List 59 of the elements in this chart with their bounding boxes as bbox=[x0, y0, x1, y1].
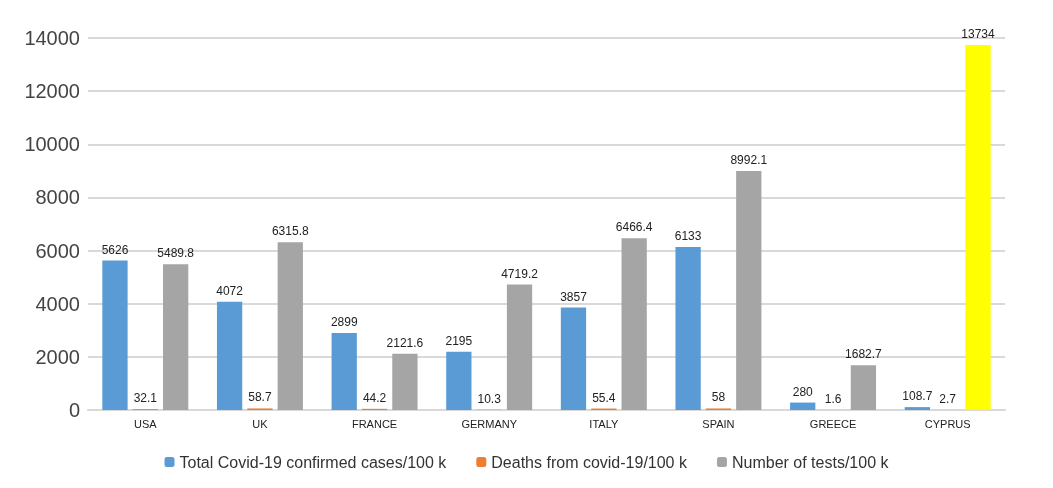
y-tick-label: 10000 bbox=[24, 133, 80, 156]
bar bbox=[621, 238, 647, 410]
data-label: 108.7 bbox=[902, 389, 933, 404]
bar bbox=[675, 247, 701, 410]
data-label: 58.7 bbox=[248, 390, 272, 405]
bar bbox=[506, 284, 533, 410]
x-tick-label: SPAIN bbox=[702, 417, 735, 430]
bar bbox=[560, 307, 587, 410]
bar bbox=[850, 365, 877, 410]
bar bbox=[904, 407, 930, 410]
x-tick-label: CYPRUS bbox=[924, 417, 971, 430]
legend-label: Total Covid-19 confirmed cases/100 k bbox=[179, 453, 448, 471]
data-label: 2195 bbox=[445, 333, 473, 348]
legend-label: Number of tests/100 k bbox=[731, 453, 890, 471]
data-label: 2121.6 bbox=[386, 335, 424, 350]
data-label: 8992.1 bbox=[730, 153, 768, 168]
data-label: 1682.7 bbox=[845, 347, 883, 362]
data-label: 6133 bbox=[674, 229, 702, 244]
x-tick-label: USA bbox=[134, 417, 158, 430]
bar bbox=[102, 260, 128, 410]
data-label: 5626 bbox=[101, 242, 129, 257]
data-label: 13734 bbox=[961, 27, 996, 42]
data-label: 6466.4 bbox=[615, 220, 653, 235]
legend-label: Deaths from covid-19/100 k bbox=[491, 453, 688, 471]
bar bbox=[163, 264, 189, 410]
bar bbox=[277, 242, 303, 410]
x-tick-label: UK bbox=[252, 417, 269, 430]
y-tick-label: 14000 bbox=[24, 27, 80, 49]
bar bbox=[965, 45, 991, 410]
y-tick-label: 12000 bbox=[24, 80, 80, 103]
y-tick-label: 6000 bbox=[35, 239, 80, 262]
data-label: 10.3 bbox=[477, 391, 502, 406]
x-tick-label: FRANCE bbox=[351, 417, 398, 430]
bar bbox=[446, 351, 472, 410]
data-label: 32.1 bbox=[133, 391, 158, 406]
bar bbox=[392, 353, 418, 410]
x-tick-label: ITALY bbox=[589, 417, 619, 430]
data-label: 44.2 bbox=[362, 390, 387, 405]
data-label: 58 bbox=[711, 390, 726, 405]
data-label: 6315.8 bbox=[271, 224, 309, 239]
data-label: 1.6 bbox=[824, 391, 842, 406]
bar bbox=[736, 171, 762, 410]
bar bbox=[331, 332, 357, 410]
y-tick-label: 8000 bbox=[35, 186, 80, 209]
data-label: 3857 bbox=[560, 289, 588, 304]
data-label: 4719.2 bbox=[501, 266, 539, 281]
y-tick-label: 4000 bbox=[35, 292, 80, 315]
data-label: 280 bbox=[792, 384, 814, 399]
bar bbox=[216, 301, 243, 410]
data-label: 55.4 bbox=[592, 390, 616, 405]
bar bbox=[790, 402, 816, 410]
data-label: 5489.8 bbox=[157, 246, 195, 261]
data-label: 4072 bbox=[216, 283, 244, 298]
y-tick-label: 2000 bbox=[35, 345, 80, 368]
x-tick-label: GREECE bbox=[809, 417, 857, 430]
data-label: 2.7 bbox=[939, 391, 957, 406]
data-label: 2899 bbox=[330, 314, 358, 329]
y-tick-label: 0 bbox=[68, 399, 80, 421]
x-tick-label: GERMANY bbox=[461, 417, 518, 430]
